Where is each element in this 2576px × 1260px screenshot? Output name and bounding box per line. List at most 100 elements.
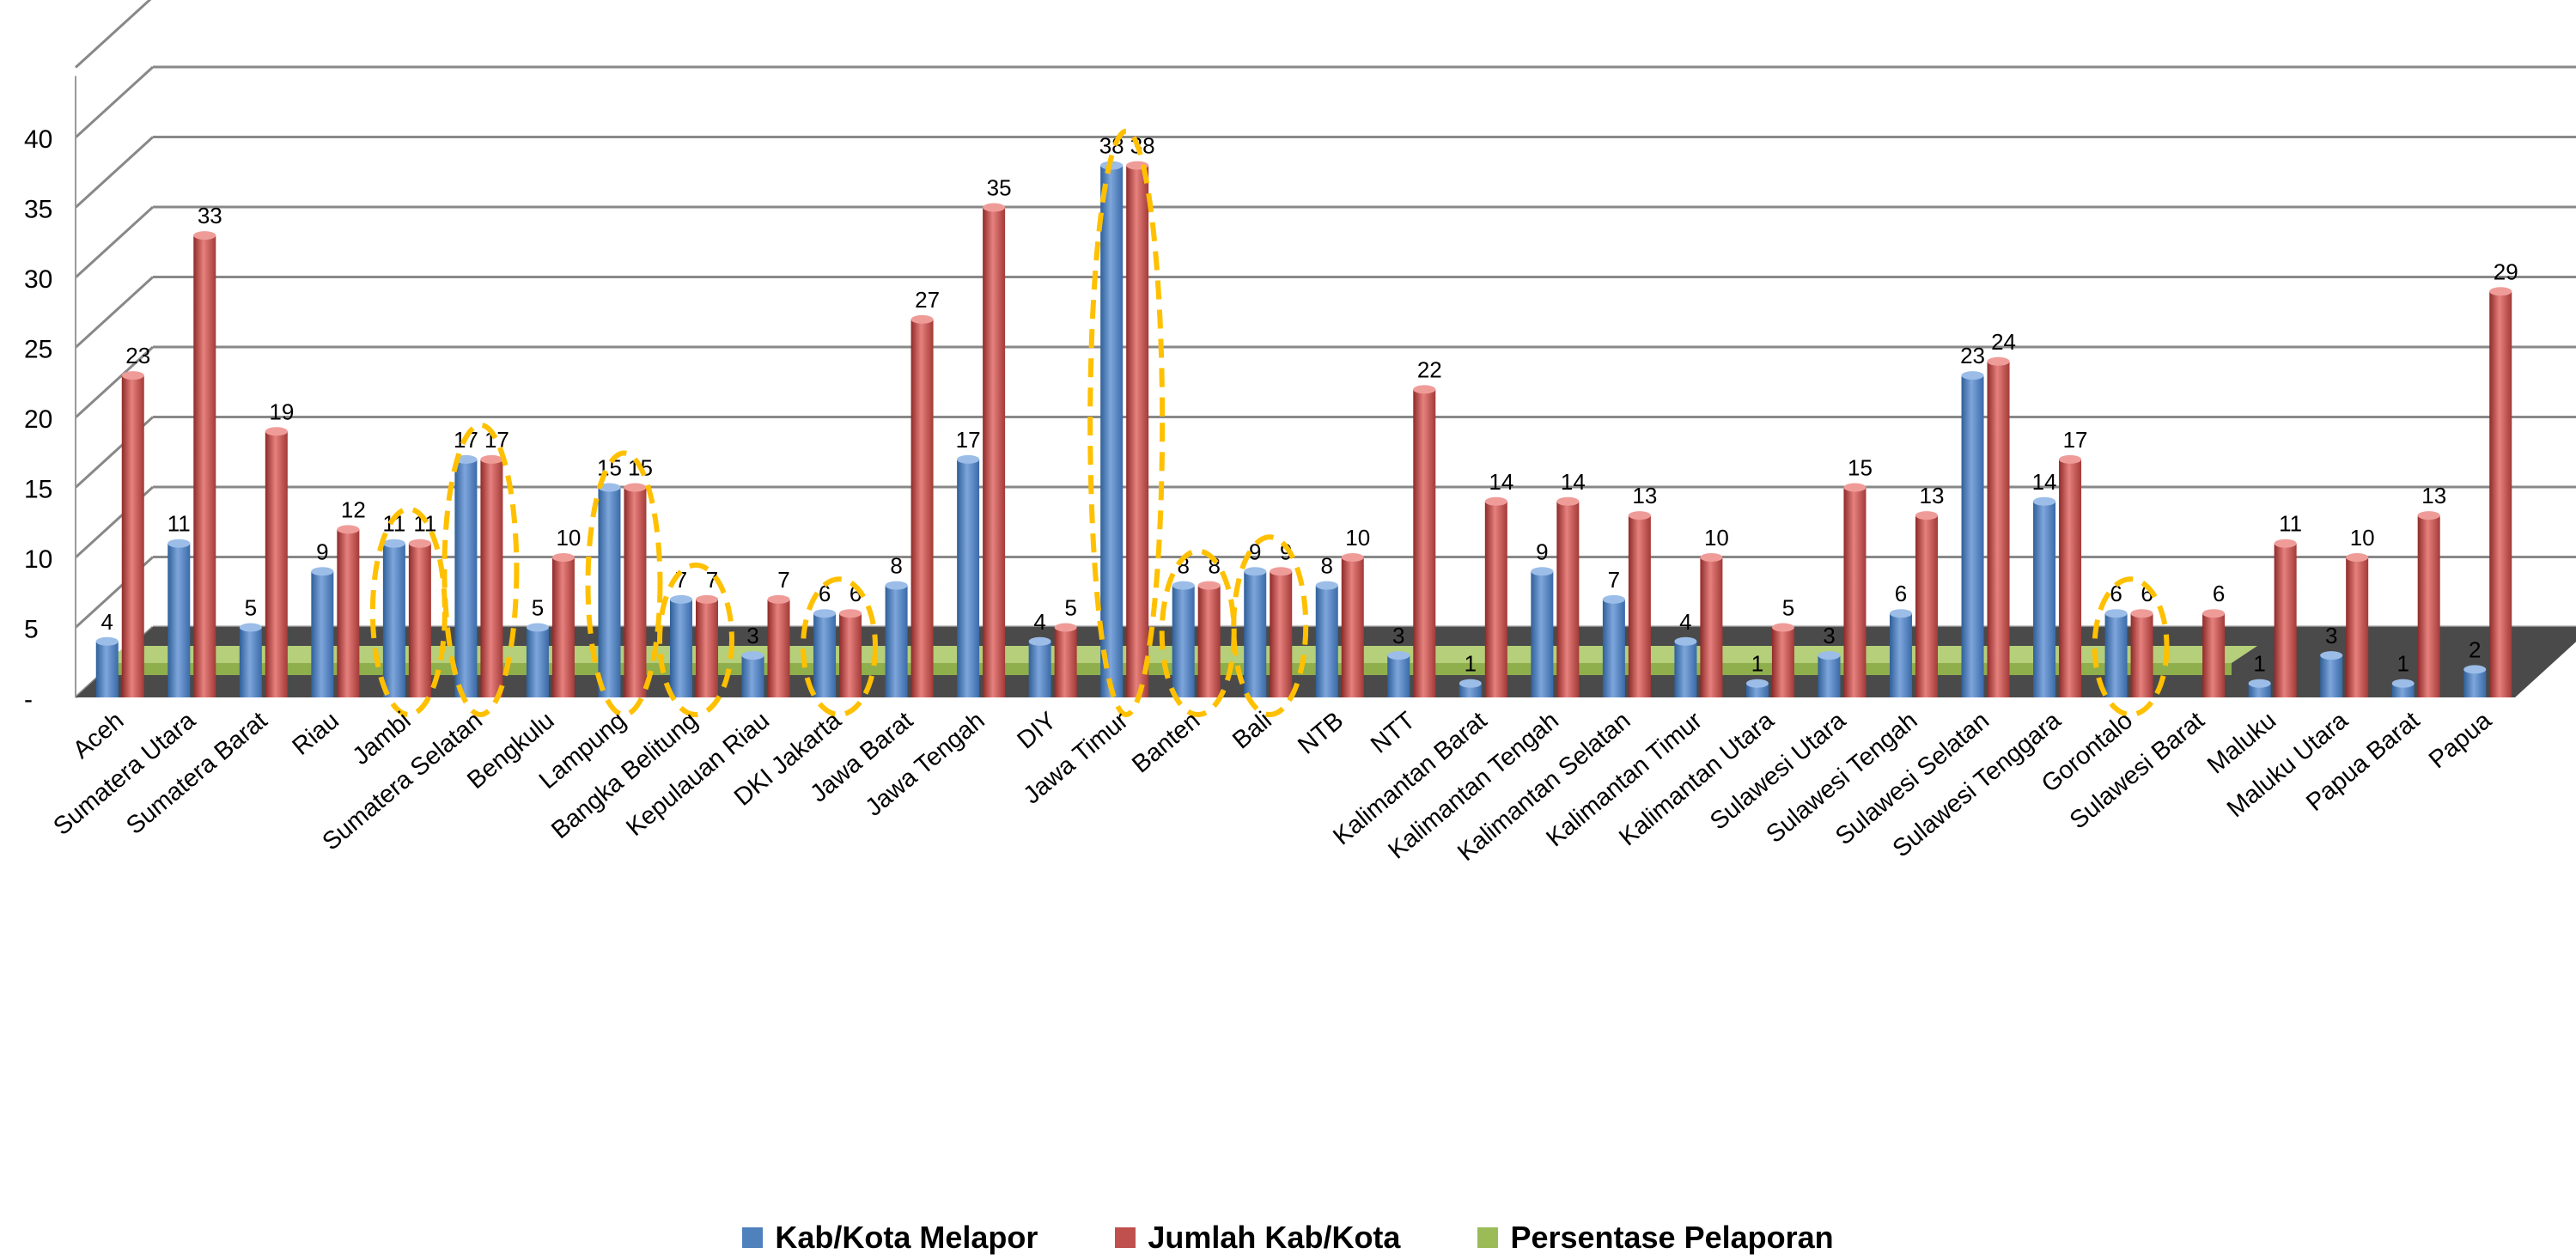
bar-red — [408, 539, 431, 697]
bar-blue — [1028, 636, 1051, 697]
bar-red-body — [1270, 571, 1293, 697]
bar-red — [1054, 623, 1077, 697]
bar-blue — [95, 636, 119, 697]
data-label-red: 23 — [125, 343, 150, 368]
bar-red — [767, 594, 790, 697]
bar-red — [551, 553, 575, 697]
bar-red — [480, 454, 503, 697]
bar-blue-cap — [1459, 679, 1482, 688]
data-label-blue: 5 — [532, 595, 544, 621]
bar-blue-cap — [1961, 371, 1984, 380]
highlight-ellipse — [657, 562, 734, 718]
bar-blue-cap — [1172, 581, 1195, 590]
bar-blue-cap — [95, 636, 119, 646]
bar-blue-body — [1674, 641, 1697, 697]
bar-red-body — [1484, 501, 1507, 697]
bar-red-body — [551, 557, 575, 697]
bar-blue-body — [1172, 585, 1195, 697]
gridline-depth — [74, 276, 155, 349]
y-tick-label: 25 — [24, 336, 52, 364]
bar-red-body — [2130, 613, 2153, 697]
bar-blue-cap — [1745, 679, 1769, 688]
legend-item-kab-kota-melapor: Kab/Kota Melapor — [742, 1220, 1038, 1256]
data-label-red: 7 — [706, 567, 718, 593]
data-label-blue: 14 — [2032, 469, 2057, 495]
highlight-ellipse — [801, 576, 879, 717]
bar-blue-cap — [2391, 679, 2415, 688]
bar-blue-cap — [1315, 581, 1338, 590]
bar-red-cap — [1054, 623, 1077, 632]
highlight-ellipse — [1087, 128, 1166, 717]
bar-blue-cap — [885, 581, 908, 590]
x-tick-label: Aceh — [68, 707, 129, 764]
bar-blue-body — [1602, 599, 1625, 697]
bar-red-body — [1771, 627, 1794, 697]
bar-blue-body — [1315, 585, 1338, 697]
bar-blue — [2391, 679, 2415, 697]
bar-blue-cap — [1028, 636, 1051, 646]
bar-blue-cap — [2104, 609, 2128, 618]
bar-red — [193, 231, 216, 698]
data-label-red: 33 — [198, 203, 222, 228]
bar-red — [1341, 553, 1364, 697]
bar-blue — [1674, 636, 1697, 697]
bar-red-body — [696, 599, 718, 697]
data-label-red: 13 — [1632, 483, 1657, 508]
bar-blue-body — [1387, 655, 1410, 697]
data-label-blue: 9 — [316, 539, 328, 564]
bar-red-body — [910, 319, 934, 697]
bar-blue-body — [1028, 641, 1051, 697]
bar-red-cap — [1556, 496, 1580, 506]
data-label-blue: 4 — [101, 609, 113, 635]
data-label-blue: 11 — [167, 511, 191, 537]
bar-red-cap — [2489, 287, 2512, 296]
legend-swatch-green — [1477, 1227, 1499, 1248]
bar-blue-body — [2320, 655, 2343, 697]
bar-red-cap — [1270, 567, 1293, 576]
bar-blue-cap — [1890, 609, 1912, 618]
bar-blue-body — [1890, 613, 1912, 697]
bar-blue — [670, 594, 692, 697]
data-label-blue: 3 — [2325, 623, 2337, 648]
bar-red-body — [624, 487, 647, 697]
bar-red-cap — [193, 231, 216, 240]
bar-red — [2130, 609, 2153, 697]
bar-blue-body — [454, 459, 478, 697]
bar-red — [1126, 161, 1149, 698]
gridline-depth — [74, 65, 155, 139]
bar-blue — [311, 567, 334, 697]
bar-red-body — [408, 543, 431, 697]
x-tick-label: Riau — [288, 707, 344, 761]
bar-red-body — [767, 599, 790, 697]
data-label-blue: 1 — [2253, 651, 2265, 677]
data-label-blue: 6 — [819, 581, 831, 606]
data-label-blue: 1 — [1751, 651, 1763, 677]
data-label-red: 24 — [1991, 329, 2016, 355]
legend-label: Kab/Kota Melapor — [775, 1220, 1038, 1255]
bar-blue-body — [1244, 571, 1267, 697]
bar-blue — [1602, 594, 1625, 697]
bar-blue — [1531, 567, 1554, 697]
bar-blue — [1315, 581, 1338, 697]
bar-red — [337, 525, 360, 697]
gridline-depth — [74, 136, 155, 209]
bar-blue-body — [1818, 655, 1841, 697]
data-label-red: 38 — [1130, 133, 1155, 159]
bar-blue — [1244, 567, 1267, 697]
data-label-blue: 3 — [1823, 623, 1835, 648]
bar-blue — [2320, 651, 2343, 697]
x-tick-label: Banten — [1127, 707, 1205, 779]
highlight-ellipse — [1159, 548, 1237, 717]
bar-red-cap — [1915, 511, 1938, 520]
bar-blue-cap — [1531, 567, 1554, 576]
bar-blue-body — [95, 641, 119, 697]
bar-blue — [1961, 371, 1984, 697]
bar-blue-cap — [2463, 665, 2487, 674]
y-tick-label: 30 — [24, 265, 52, 294]
bar-blue — [1890, 609, 1912, 697]
bar-blue-cap — [1387, 651, 1410, 660]
bar-blue — [167, 539, 191, 697]
bar-red — [910, 314, 934, 697]
bar-red-body — [2274, 543, 2297, 697]
